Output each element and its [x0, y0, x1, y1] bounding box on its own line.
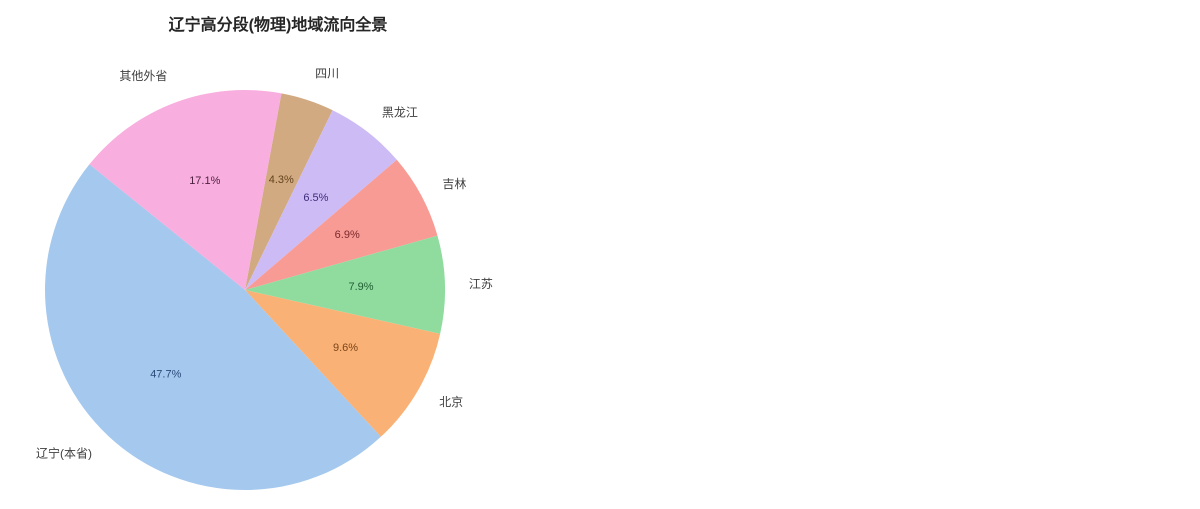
category-label: 江苏: [469, 277, 493, 291]
percent-label: 6.9%: [335, 229, 360, 241]
pie-slice: [245, 159, 438, 290]
category-label: 四川: [315, 66, 339, 80]
percent-label: 17.1%: [189, 175, 220, 187]
physics-pie-svg: 辽宁高分段(物理)地域流向全景 4.3% 四川 6.5% 黑龙江 6.9% 吉林 7.9% 江…: [36, 15, 493, 490]
percent-label: 47.7%: [150, 369, 181, 381]
pie-slice: [245, 290, 441, 437]
physics-chart-title: 辽宁高分段(物理)地域流向全景: [169, 15, 388, 34]
category-label: 北京: [439, 395, 463, 409]
pie-slice: [89, 90, 282, 290]
percent-label: 7.9%: [348, 281, 373, 293]
pie-slice: [245, 93, 333, 290]
physics-pie-slices: 4.3% 四川 6.5% 黑龙江 6.9% 吉林 7.9% 江苏 9.6% 北京 47.7% 辽宁(本…: [36, 66, 493, 490]
percent-label: 6.5%: [303, 192, 328, 204]
category-label: 黑龙江: [382, 106, 418, 120]
percent-label: 4.3%: [269, 174, 294, 186]
pie-slice: [245, 235, 445, 334]
percent-label: 9.6%: [333, 342, 358, 354]
category-label: 辽宁(本省): [36, 446, 92, 461]
category-label: 其他外省: [119, 69, 167, 83]
category-label: 吉林: [442, 177, 466, 191]
physics-pie-chart: 辽宁高分段(物理)地域流向全景 4.3% 四川 6.5% 黑龙江 6.9% 吉林 7.9% 江…: [36, 15, 493, 490]
pie-slice: [245, 110, 397, 291]
pie-slice: [45, 164, 381, 490]
